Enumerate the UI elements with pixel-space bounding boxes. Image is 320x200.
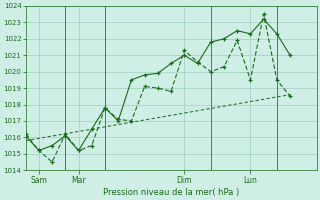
- X-axis label: Pression niveau de la mer( hPa ): Pression niveau de la mer( hPa ): [103, 188, 239, 197]
